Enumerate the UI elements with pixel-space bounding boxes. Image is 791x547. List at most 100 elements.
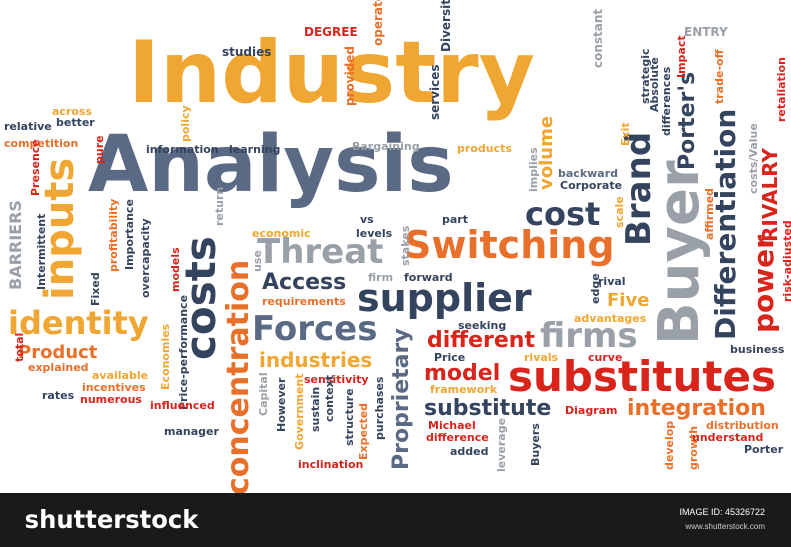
- word-scale: scale: [613, 196, 626, 228]
- word-forward: forward: [404, 271, 453, 284]
- word-edge: edge: [589, 273, 602, 304]
- word-volume: volume: [536, 115, 557, 190]
- word-differences: differences: [660, 66, 673, 136]
- word-intermittent: Intermittent: [35, 213, 48, 290]
- word-rivals: rivals: [524, 351, 559, 364]
- word-tradeoff: trade-off: [713, 49, 726, 104]
- word-understand: understand: [692, 431, 764, 444]
- word-studies: studies: [222, 45, 272, 59]
- word-affirmed: affirmed: [703, 188, 716, 240]
- word-however: However: [275, 377, 288, 432]
- word-available: available: [92, 369, 149, 382]
- word-corporate: Corporate: [560, 179, 623, 192]
- word-added: added: [450, 445, 489, 458]
- word-total: total: [13, 332, 26, 362]
- word-inclination: inclination: [298, 458, 364, 471]
- word-analysis: Analysis: [88, 120, 454, 210]
- word-substitute: substitute: [424, 396, 552, 421]
- word-substitutes: substitutes: [508, 352, 776, 401]
- word-riskadjusted: risk-adjusted: [781, 220, 791, 302]
- word-access: Access: [262, 270, 347, 295]
- word-learning: learning: [229, 143, 281, 156]
- word-capital: Capital: [257, 372, 270, 416]
- word-influenced: influenced: [150, 399, 215, 412]
- word-industries: industries: [259, 348, 373, 372]
- word-distribution: distribution: [706, 419, 779, 432]
- watermark-footer: shutterstock IMAGE ID: 45326722 www.shut…: [0, 493, 791, 547]
- word-levels: levels: [356, 227, 393, 240]
- word-part: part: [442, 213, 468, 226]
- word-operates: operates: [371, 0, 385, 46]
- word-differentiation: Differentiation: [709, 108, 742, 340]
- word-impact: Impact: [675, 35, 688, 78]
- word-implies: implies: [527, 147, 540, 192]
- word-expected: Expected: [357, 402, 370, 460]
- word-rival: rival: [598, 275, 626, 288]
- word-leverage: leverage: [495, 417, 508, 472]
- word-explained: explained: [28, 361, 89, 374]
- word-requirements: requirements: [262, 295, 346, 308]
- word-advantages: advantages: [574, 312, 647, 325]
- word-exit: Exit: [619, 122, 632, 146]
- word-michael: Michael: [428, 419, 476, 432]
- word-presence: Presence: [29, 139, 42, 196]
- word-proprietary: Proprietary: [389, 328, 414, 470]
- word-diagram: Diagram: [565, 404, 618, 417]
- word-across: across: [52, 105, 93, 118]
- site-url-label: www.shutterstock.com: [685, 522, 765, 531]
- word-absolute: Absolute: [648, 57, 661, 112]
- word-porters: Porter's: [675, 71, 700, 170]
- word-government: Government: [293, 373, 306, 450]
- word-bargaining: Bargaining: [352, 140, 420, 153]
- word-business: business: [730, 343, 785, 356]
- image-id-label: IMAGE ID: 45326722: [679, 507, 765, 517]
- word-structure: structure: [343, 388, 356, 446]
- word-rivalry: RIVALRY: [758, 148, 782, 242]
- word-sensitivity: sensitivity: [304, 373, 369, 386]
- word-costsvalue: costs/Value: [747, 123, 760, 194]
- word-buyer: Buyer: [647, 160, 712, 345]
- word-provided: provided: [343, 45, 357, 106]
- word-incentives: incentives: [82, 381, 146, 394]
- word-economies: Economies: [159, 323, 172, 390]
- word-cost: cost: [525, 195, 601, 233]
- word-constant: constant: [591, 8, 605, 68]
- word-different: different: [427, 328, 535, 353]
- word-difference: difference: [426, 431, 489, 444]
- word-supplier: supplier: [357, 276, 532, 320]
- word-sustain: sustain: [309, 386, 322, 432]
- word-rates: rates: [42, 389, 75, 402]
- word-entry: ENTRY: [684, 25, 728, 39]
- word-price: Price: [434, 351, 466, 364]
- word-power: power: [747, 235, 780, 333]
- word-diversity: Diversity: [439, 0, 453, 52]
- word-profitability: profitability: [107, 198, 120, 272]
- word-model: model: [424, 361, 501, 386]
- word-services: services: [428, 64, 442, 120]
- word-context: context: [323, 375, 336, 422]
- word-integration: integration: [627, 396, 766, 421]
- word-cloud: Industry Analysis Buyer substitutes Switchin…: [4, 0, 791, 493]
- word-switching: Switching: [404, 223, 615, 267]
- word-competition: competition: [4, 137, 79, 150]
- word-models: models: [169, 247, 182, 292]
- word-framework: framework: [430, 383, 498, 396]
- word-retaliation: retaliation: [775, 57, 788, 122]
- word-backward: backward: [558, 167, 619, 180]
- word-importance: Importance: [123, 199, 136, 270]
- word-fixed: Fixed: [89, 272, 102, 306]
- word-barriers: BARRIERS: [6, 200, 25, 290]
- word-firms: firms: [540, 316, 638, 356]
- word-vs: vs: [360, 213, 374, 226]
- word-buyers: Buyers: [529, 423, 542, 466]
- word-manager: manager: [164, 425, 219, 438]
- word-better: better: [56, 116, 95, 129]
- word-curve: curve: [588, 351, 623, 364]
- word-brand: Brand: [619, 131, 659, 246]
- word-pure: pure: [93, 135, 106, 164]
- word-degree: DEGREE: [304, 25, 358, 39]
- word-information: information: [146, 143, 219, 156]
- word-product: Product: [18, 342, 98, 363]
- word-industry: Industry: [128, 23, 535, 123]
